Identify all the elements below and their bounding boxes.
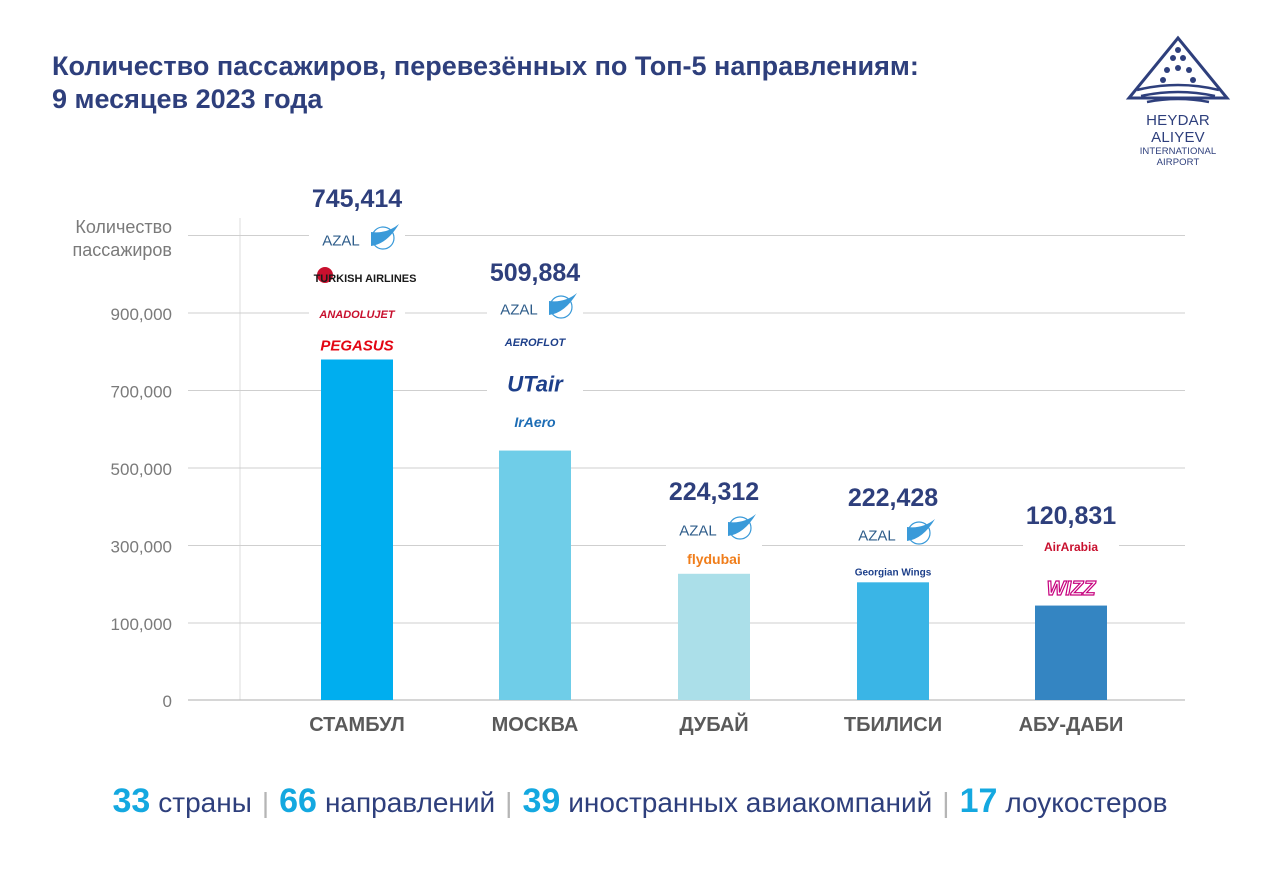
y-axis-label: Количество xyxy=(75,217,172,237)
airline-logo-bg xyxy=(1023,533,1119,555)
airline-logo-bg xyxy=(666,545,762,567)
azal-wing-icon xyxy=(907,519,935,541)
y-axis-label: пассажиров xyxy=(73,240,172,260)
bar-chart: 0 100,000 300,000 500,000 700,000 900,000 Коли… xyxy=(73,185,1185,736)
data-label: 224,312 xyxy=(669,478,759,506)
footer-stat-label: направлений xyxy=(324,787,496,818)
page-title-line1: Количество пассажиров, перевезённых по Т… xyxy=(52,51,919,81)
turkish-airlines-icon xyxy=(317,267,333,283)
azal-wing-icon xyxy=(549,293,577,315)
airline-logo-utair: UTair xyxy=(507,372,564,397)
y-tick-label: 900,000 xyxy=(111,305,172,324)
azal-wing-icon xyxy=(728,514,756,536)
data-label: 222,428 xyxy=(848,484,938,512)
x-tick-label: МОСКВА xyxy=(492,714,579,736)
y-tick-label: 100,000 xyxy=(111,615,172,634)
airline-logo-airarabia: AirArabia xyxy=(1044,540,1098,554)
airline-logo-georgian-wings: Georgian Wings xyxy=(855,568,932,579)
data-label: 509,884 xyxy=(490,259,580,287)
azal-circle-icon xyxy=(371,226,395,250)
footer-separator: | xyxy=(261,787,270,818)
summary-footer: 33 страны | 66 направлений | 39 иностранных ави… xyxy=(0,782,1280,821)
airport-logo: HEYDAR ALIYEV INTERNATIONAL AIRPORT xyxy=(1118,34,1238,168)
bar-АБУ-ДАБИ xyxy=(1035,605,1107,700)
footer-stat-label: иностранных авиакомпаний xyxy=(568,787,933,818)
y-tick-label: 700,000 xyxy=(111,383,172,402)
airline-logo-anadolujet: ANADOLUJET xyxy=(318,309,395,321)
azal-circle-icon xyxy=(907,521,931,545)
airline-logo-bg xyxy=(487,370,583,392)
y-tick-label: 500,000 xyxy=(111,460,172,479)
airline-logo-bg xyxy=(309,264,405,286)
airline-logo-iraero: IrAero xyxy=(514,414,556,430)
footer-stat-number: 33 xyxy=(112,782,151,820)
azal-circle-icon xyxy=(549,295,573,319)
airline-logo-bg xyxy=(845,558,941,580)
bar-МОСКВА xyxy=(499,450,571,700)
footer-stat-number: 17 xyxy=(959,782,998,820)
airline-logo-flydubai: flydubai xyxy=(687,551,741,567)
airline-logo-bg xyxy=(487,408,583,430)
airline-logo-bg xyxy=(487,328,583,350)
airline-logo-wizz: WIZZ xyxy=(1047,578,1097,600)
footer-stat-number: 39 xyxy=(522,782,561,820)
airline-logo-bg xyxy=(1023,574,1119,596)
logo-line2: INTERNATIONAL AIRPORT xyxy=(1139,146,1217,168)
airline-logo-turkish-airlines: TURKISH AIRLINES xyxy=(314,273,417,285)
bar-ТБИЛИСИ xyxy=(857,582,929,700)
x-tick-label: АБУ-ДАБИ xyxy=(1019,714,1124,736)
airline-logo-aeroflot: AEROFLOT xyxy=(504,337,567,349)
bar-ДУБАЙ xyxy=(678,573,750,700)
x-tick-label: ДУБАЙ xyxy=(679,712,748,736)
airline-logo-bg xyxy=(309,331,405,353)
x-tick-label: ТБИЛИСИ xyxy=(844,714,942,736)
footer-stat-label: лоукостеров xyxy=(1005,787,1168,818)
azal-circle-icon xyxy=(728,516,752,540)
airport-logo-icon xyxy=(1125,35,1231,104)
airline-logo-azal: AZAL xyxy=(679,522,717,539)
bar-СТАМБУЛ xyxy=(321,359,393,700)
data-label: 120,831 xyxy=(1026,502,1116,530)
logo-line1: HEYDAR ALIYEV xyxy=(1146,112,1210,146)
y-tick-label: 300,000 xyxy=(111,538,172,557)
page-title-line2: 9 месяцев 2023 года xyxy=(52,84,323,114)
azal-wing-icon xyxy=(371,224,399,246)
footer-stat-label: страны xyxy=(158,787,252,818)
data-label: 745,414 xyxy=(312,185,402,213)
airline-logo-bg xyxy=(309,300,405,322)
airline-logo-azal: AZAL xyxy=(322,232,360,249)
airline-logo-azal: AZAL xyxy=(858,527,896,544)
footer-separator: | xyxy=(505,787,513,818)
page-title: Количество пассажиров, перевезённых по Т… xyxy=(52,50,919,116)
airline-logo-pegasus: PEGASUS xyxy=(320,337,393,354)
footer-separator: | xyxy=(942,787,950,818)
y-tick-label: 0 xyxy=(163,692,172,711)
x-tick-label: СТАМБУЛ xyxy=(309,714,405,736)
footer-stat-number: 66 xyxy=(279,782,317,820)
airline-logo-azal: AZAL xyxy=(500,301,538,318)
